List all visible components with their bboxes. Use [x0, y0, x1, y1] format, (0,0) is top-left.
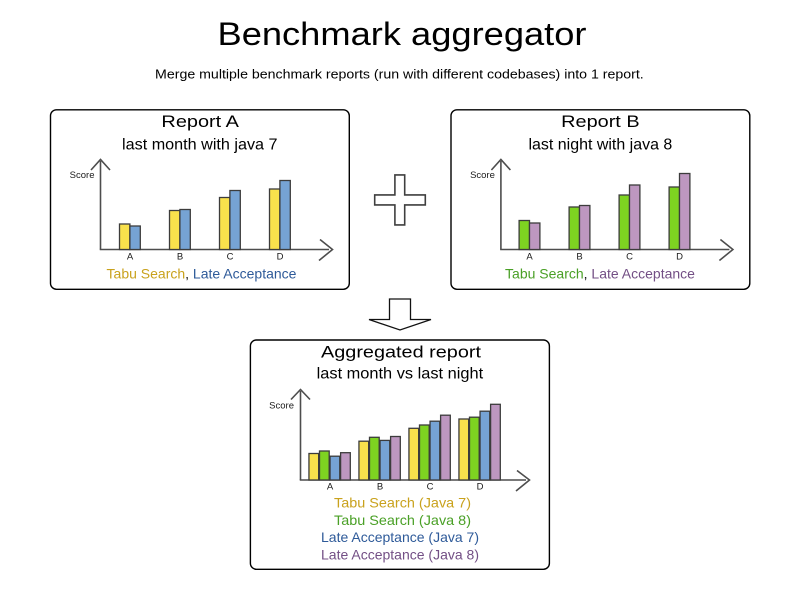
svg-text:Merge multiple benchmark repor: Merge multiple benchmark reports (run wi… — [155, 66, 644, 81]
svg-text:Report B: Report B — [561, 112, 640, 131]
svg-text:A: A — [127, 252, 134, 263]
svg-text:A: A — [327, 482, 334, 493]
svg-text:C: C — [626, 252, 633, 263]
svg-text:B: B — [576, 252, 582, 263]
svg-text:B: B — [177, 252, 183, 263]
svg-text:A: A — [526, 252, 533, 263]
svg-text:Tabu Search (Java 8): Tabu Search (Java 8) — [334, 512, 471, 528]
svg-text:D: D — [477, 482, 484, 493]
svg-text:Tabu Search (Java 7): Tabu Search (Java 7) — [334, 495, 471, 511]
svg-text:Aggregated report: Aggregated report — [321, 342, 481, 361]
svg-text:last month vs last night: last month vs last night — [317, 365, 484, 382]
svg-text:Score: Score — [470, 170, 495, 181]
svg-text:Report A: Report A — [161, 112, 239, 131]
svg-text:last month with java 7: last month with java 7 — [122, 137, 278, 154]
svg-text:B: B — [377, 482, 383, 493]
svg-text:C: C — [427, 482, 434, 493]
svg-text:Tabu Search, Late Acceptance: Tabu Search, Late Acceptance — [107, 266, 297, 282]
svg-text:Tabu Search, Late Acceptance: Tabu Search, Late Acceptance — [505, 266, 695, 282]
svg-text:Benchmark aggregator: Benchmark aggregator — [218, 16, 587, 52]
svg-text:Score: Score — [269, 401, 294, 412]
svg-text:Score: Score — [70, 170, 95, 181]
svg-text:Late Acceptance (Java 8): Late Acceptance (Java 8) — [321, 546, 479, 562]
svg-text:last night with java 8: last night with java 8 — [529, 137, 673, 154]
svg-text:C: C — [227, 252, 234, 263]
svg-text:D: D — [277, 252, 284, 263]
svg-text:Late Acceptance (Java 7): Late Acceptance (Java 7) — [321, 529, 479, 545]
svg-text:D: D — [676, 252, 683, 263]
